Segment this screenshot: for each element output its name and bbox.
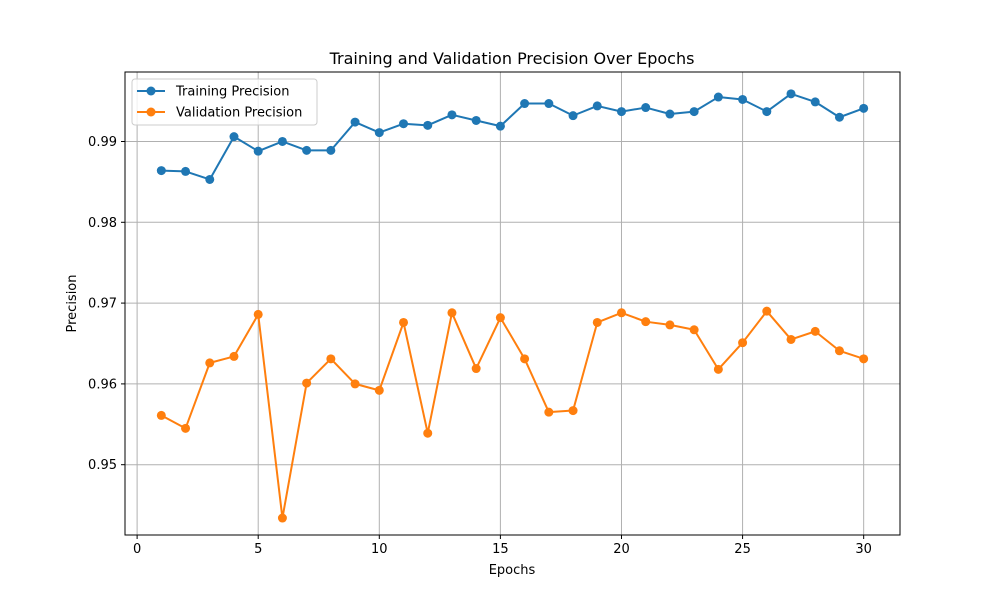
data-point-validation — [689, 325, 699, 335]
data-point-validation — [350, 379, 360, 389]
data-point-training — [277, 136, 287, 146]
data-point-training — [156, 166, 166, 176]
data-point-validation — [399, 317, 409, 327]
data-point-training — [350, 117, 360, 127]
data-point-validation — [616, 308, 626, 318]
x-tick-label: 0 — [133, 542, 141, 557]
data-point-validation — [229, 351, 239, 361]
x-tick-label: 10 — [371, 542, 388, 557]
data-point-validation — [713, 364, 723, 374]
data-point-validation — [568, 406, 578, 416]
data-point-training — [568, 111, 578, 121]
data-point-training — [229, 132, 239, 142]
x-tick-label: 30 — [855, 542, 872, 557]
data-point-training — [302, 145, 312, 155]
data-point-training — [326, 145, 336, 155]
data-point-training — [738, 94, 748, 104]
data-point-validation — [762, 306, 772, 316]
x-tick-label: 5 — [254, 542, 262, 557]
data-point-validation — [544, 407, 554, 417]
data-point-training — [592, 101, 602, 111]
y-tick-label: 0.95 — [88, 458, 117, 473]
data-point-training — [834, 112, 844, 122]
y-axis-label: Precision — [65, 274, 80, 332]
data-point-training — [641, 103, 651, 113]
data-point-training — [859, 103, 869, 113]
data-point-training — [253, 146, 263, 156]
data-point-validation — [471, 364, 481, 374]
legend-marker-training — [146, 86, 156, 96]
data-point-validation — [302, 378, 312, 388]
data-point-training — [713, 92, 723, 102]
data-point-training — [423, 120, 433, 130]
legend-box — [131, 78, 318, 126]
data-point-validation — [181, 423, 191, 433]
data-point-training — [181, 166, 191, 176]
legend-label-validation: Validation Precision — [176, 106, 302, 121]
y-axis-ticks: 0.95 0.96 0.97 0.98 0.99 — [88, 135, 125, 473]
data-point-training — [205, 174, 215, 184]
y-tick-label: 0.96 — [88, 377, 117, 392]
data-point-training — [786, 89, 796, 99]
data-point-validation — [495, 313, 505, 323]
data-point-training — [374, 128, 384, 138]
series-line-validation — [160, 310, 864, 520]
y-tick-label: 0.98 — [88, 216, 117, 231]
data-point-training — [616, 107, 626, 117]
data-point-validation — [447, 308, 457, 318]
data-point-training — [520, 99, 530, 109]
series-training — [156, 89, 869, 184]
data-point-training — [471, 115, 481, 125]
y-tick-label: 0.97 — [88, 297, 117, 312]
x-tick-label: 20 — [613, 542, 630, 557]
data-point-validation — [326, 354, 336, 364]
data-point-validation — [520, 354, 530, 364]
y-tick-label: 0.99 — [88, 135, 117, 150]
series-layer — [156, 89, 869, 523]
chart-title: Training and Validation Precision Over E… — [329, 49, 695, 68]
data-point-validation — [786, 334, 796, 344]
data-point-validation — [834, 346, 844, 356]
data-point-validation — [374, 385, 384, 395]
data-point-validation — [592, 317, 602, 327]
data-point-training — [447, 110, 457, 120]
data-point-validation — [205, 358, 215, 368]
data-point-validation — [738, 338, 748, 348]
x-tick-label: 15 — [492, 542, 509, 557]
data-point-training — [762, 107, 772, 117]
x-axis-ticks: 0 5 10 15 20 25 30 — [133, 535, 872, 557]
data-point-training — [665, 109, 675, 119]
data-point-validation — [665, 320, 675, 330]
x-tick-label: 25 — [734, 542, 751, 557]
data-point-validation — [253, 309, 263, 319]
data-point-validation — [423, 428, 433, 438]
data-point-validation — [641, 317, 651, 327]
data-point-training — [495, 121, 505, 131]
data-point-validation — [810, 326, 820, 336]
data-point-validation — [859, 354, 869, 364]
legend: Training Precision Validation Precision — [131, 78, 318, 126]
legend-label-training: Training Precision — [175, 85, 289, 100]
series-validation — [156, 306, 869, 523]
legend-marker-validation — [146, 107, 156, 117]
x-axis-label: Epochs — [489, 563, 536, 578]
data-point-validation — [277, 513, 287, 523]
data-point-validation — [156, 410, 166, 420]
data-point-training — [399, 119, 409, 129]
data-point-training — [544, 99, 554, 109]
data-point-training — [810, 97, 820, 107]
data-point-training — [689, 107, 699, 117]
grid-lines — [125, 72, 900, 535]
